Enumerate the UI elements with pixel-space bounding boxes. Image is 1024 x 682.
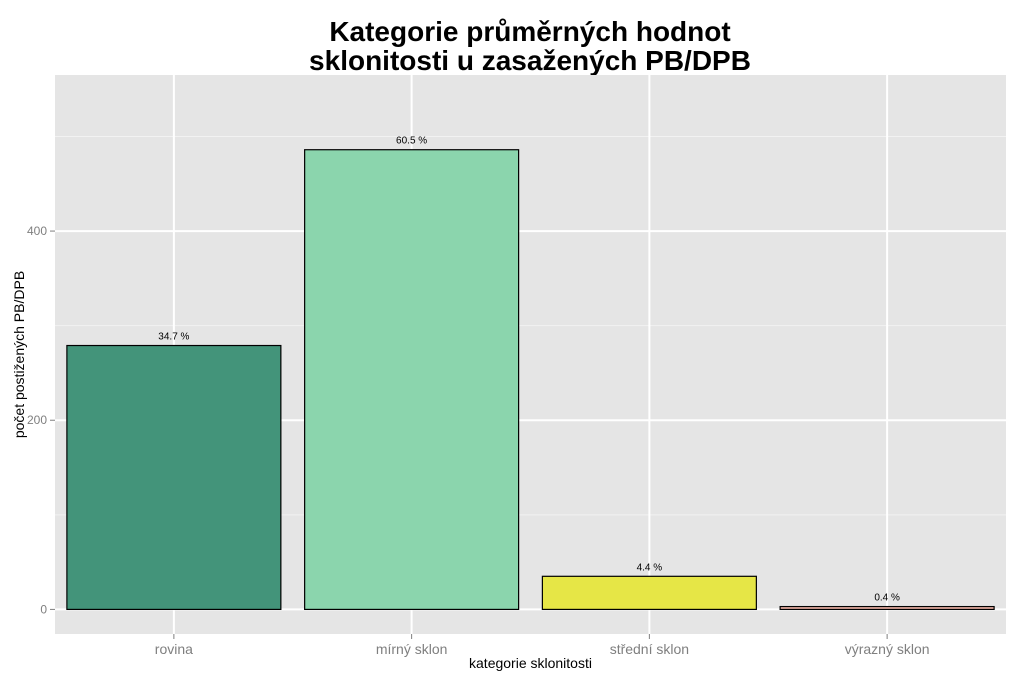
bar-data-label: 4.4 %: [637, 562, 663, 573]
x-tick-label: střední sklon: [610, 641, 689, 657]
bar: [541, 575, 757, 611]
x-tick-label: výrazný sklon: [845, 641, 930, 657]
bar: [304, 149, 520, 611]
bar: [779, 605, 995, 611]
x-tick-label: mírný sklon: [376, 641, 448, 657]
bar-data-label: 60.5 %: [396, 136, 427, 147]
bar-data-label: 34.7 %: [158, 332, 189, 343]
chart-title-line-2: sklonitosti u zasažených PB/DPB: [309, 45, 751, 76]
y-tick-label: 400: [27, 224, 47, 238]
bars: [66, 149, 995, 611]
x-axis-title: kategorie sklonitosti: [469, 655, 592, 671]
y-axis: 0 200 400: [27, 224, 55, 616]
x-axis: rovina mírný sklon střední sklon výrazný sk…: [155, 634, 930, 657]
bar-labels: 34.7 % 60.5 % 4.4 % 0.4 %: [158, 136, 900, 604]
chart-title-line-1: Kategorie průměrných hodnot: [329, 16, 731, 47]
bar: [66, 344, 282, 611]
y-tick-label: 0: [40, 602, 47, 616]
x-tick-label: rovina: [155, 641, 193, 657]
y-tick-label: 200: [27, 413, 47, 427]
y-axis-title: počet postižených PB/DPB: [11, 271, 27, 438]
bar-data-label: 0.4 %: [874, 593, 900, 604]
